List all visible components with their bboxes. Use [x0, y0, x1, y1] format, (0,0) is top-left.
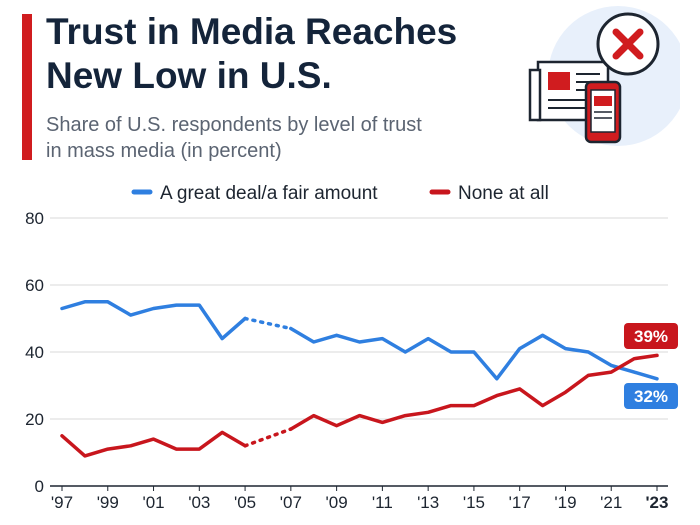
badge-value: 39%: [634, 327, 668, 346]
y-axis-tick-labels: 0 20 40 60 80: [25, 209, 44, 496]
end-value-badges: 32% 39%: [624, 323, 678, 409]
x-tick-label: '97: [51, 493, 73, 512]
end-badge-none-at-all: 39%: [624, 323, 678, 349]
legend-item-none-at-all: None at all: [429, 183, 549, 204]
x-tick-label: '15: [463, 493, 485, 512]
y-tick-label: 80: [25, 209, 44, 228]
legend-label-great-deal: A great deal/a fair amount: [160, 183, 378, 204]
chart-legend: A great deal/a fair amount None at all: [131, 183, 549, 204]
media-illustration: [528, 6, 680, 146]
y-tick-label: 20: [25, 410, 44, 429]
end-badge-great-deal: 32%: [624, 383, 678, 409]
x-tick-label: '05: [234, 493, 256, 512]
x-tick-label: '07: [280, 493, 302, 512]
x-tick-label: '09: [326, 493, 348, 512]
accent-bar: [22, 14, 32, 160]
y-tick-label: 0: [35, 477, 44, 496]
x-tick-label: '17: [509, 493, 531, 512]
badge-value: 32%: [634, 387, 668, 406]
x-tick-label: '13: [417, 493, 439, 512]
series-gap-dotted: [243, 427, 293, 448]
x-tick-label: '01: [142, 493, 164, 512]
x-tick-label: '03: [188, 493, 210, 512]
legend-label-none-at-all: None at all: [458, 183, 549, 204]
series-line-segment: [289, 326, 659, 381]
badge-bg: [624, 323, 678, 349]
close-x-icon: [596, 12, 660, 76]
x-tick-label: '21: [600, 493, 622, 512]
chart-subtitle: Share of U.S. respondents by level of tr…: [46, 112, 526, 164]
chart-title: Trust in Media Reaches New Low in U.S.: [46, 10, 566, 98]
series-line-segment: [289, 353, 659, 431]
gridlines: [50, 217, 668, 487]
series-gap-dotted: [243, 316, 293, 331]
y-tick-label: 60: [25, 276, 44, 295]
x-tick-label: '99: [97, 493, 119, 512]
title-line-2: New Low in U.S.: [46, 55, 332, 96]
y-tick-label: 40: [25, 343, 44, 362]
series-line-segment: [60, 300, 247, 341]
subtitle-line-2: in mass media (in percent): [46, 140, 282, 162]
x-tick-label: '11: [372, 493, 393, 512]
series-lines: [60, 300, 659, 458]
subtitle-line-1: Share of U.S. respondents by level of tr…: [46, 114, 422, 136]
smartphone-icon: [584, 80, 622, 144]
title-line-1: Trust in Media Reaches: [46, 11, 458, 52]
series-none-at-all: [60, 353, 659, 458]
badge-bg: [624, 383, 678, 409]
x-tick-label: '19: [554, 493, 576, 512]
legend-item-great-deal: A great deal/a fair amount: [131, 183, 378, 204]
x-tick-label: '23: [646, 493, 669, 512]
series-line-segment: [60, 430, 247, 458]
series-great-deal: [60, 300, 659, 381]
x-axis-tick-labels: '97 '99 '01 '03 '05 '07 '09 '11 '13 '15 '17 '19 '21 '…: [51, 486, 669, 512]
